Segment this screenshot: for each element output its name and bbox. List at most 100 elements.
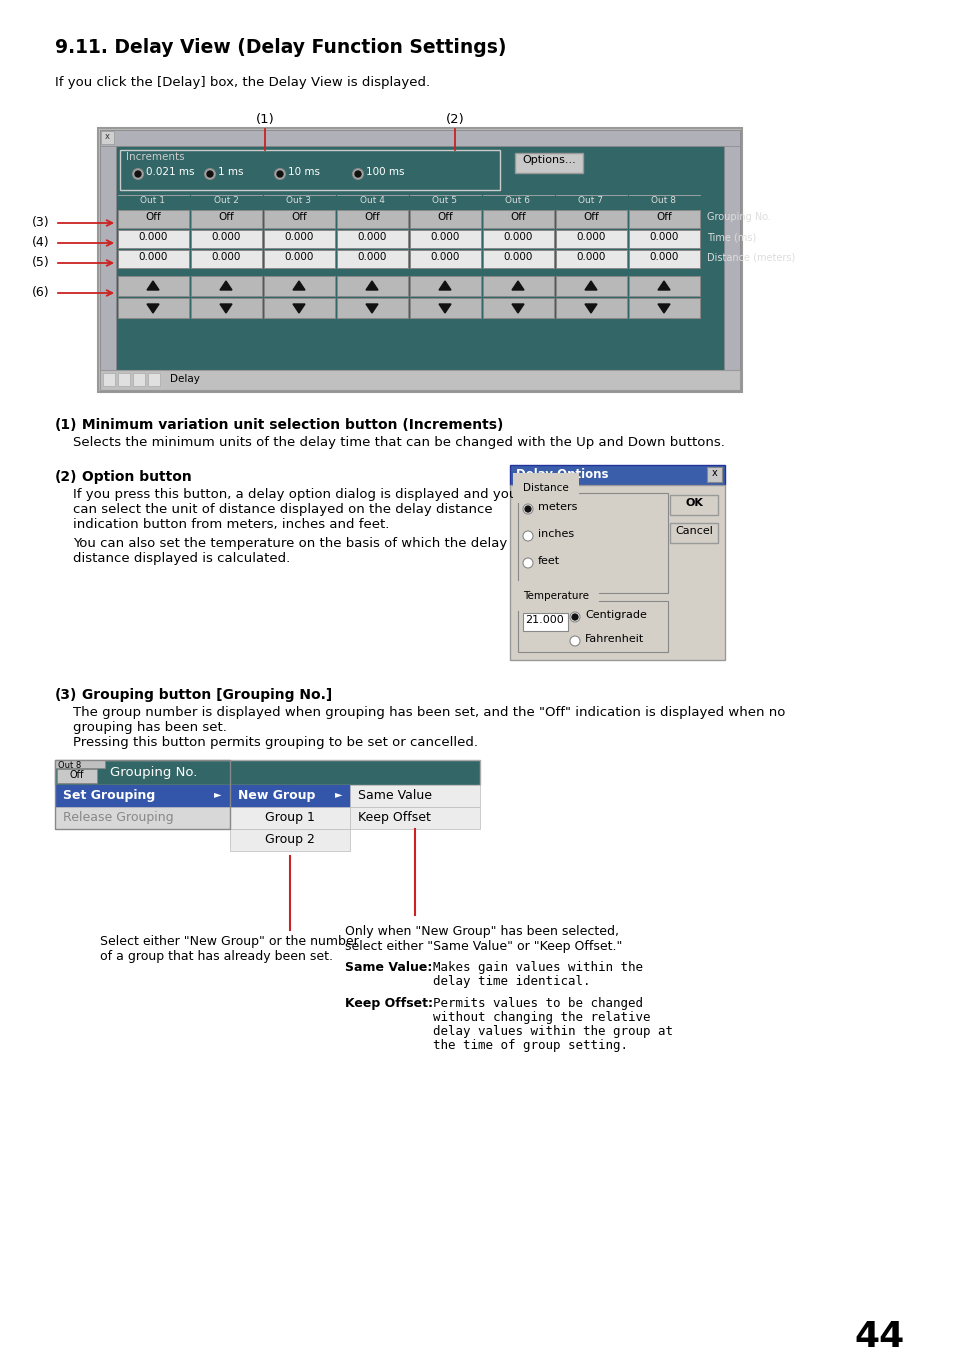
Circle shape xyxy=(274,169,285,180)
FancyBboxPatch shape xyxy=(628,299,700,317)
Circle shape xyxy=(522,504,533,513)
FancyBboxPatch shape xyxy=(230,830,350,851)
FancyBboxPatch shape xyxy=(191,230,262,249)
Text: Temperature: Temperature xyxy=(522,590,588,601)
Text: 0.021 ms: 0.021 ms xyxy=(146,168,194,177)
Text: Increments: Increments xyxy=(126,153,185,162)
Polygon shape xyxy=(147,304,159,313)
Text: 0.000: 0.000 xyxy=(212,232,240,242)
Text: Off: Off xyxy=(436,212,453,222)
Text: indication button from meters, inches and feet.: indication button from meters, inches an… xyxy=(73,517,389,531)
Text: 0.000: 0.000 xyxy=(138,253,168,262)
FancyBboxPatch shape xyxy=(57,769,97,784)
Text: Cancel: Cancel xyxy=(675,526,712,536)
Text: 0.000: 0.000 xyxy=(284,232,314,242)
FancyBboxPatch shape xyxy=(510,485,724,661)
Circle shape xyxy=(572,613,578,620)
Text: Off: Off xyxy=(291,212,307,222)
FancyBboxPatch shape xyxy=(336,250,408,267)
Text: Options...: Options... xyxy=(521,155,576,165)
Text: (6): (6) xyxy=(32,286,50,299)
Text: Delay Options: Delay Options xyxy=(516,467,608,481)
FancyBboxPatch shape xyxy=(55,761,479,785)
Text: (2): (2) xyxy=(55,470,77,484)
Polygon shape xyxy=(293,281,305,290)
FancyBboxPatch shape xyxy=(264,209,335,228)
Polygon shape xyxy=(220,281,232,290)
Text: Grouping No.: Grouping No. xyxy=(110,766,197,780)
Text: If you press this button, a delay option dialog is displayed and you: If you press this button, a delay option… xyxy=(73,488,517,501)
Text: (5): (5) xyxy=(32,255,50,269)
Text: inches: inches xyxy=(537,530,574,539)
FancyBboxPatch shape xyxy=(669,523,718,543)
Text: Same Value: Same Value xyxy=(357,789,432,802)
FancyBboxPatch shape xyxy=(410,299,480,317)
FancyBboxPatch shape xyxy=(100,130,116,390)
FancyBboxPatch shape xyxy=(706,467,721,482)
Text: (4): (4) xyxy=(32,236,50,249)
FancyBboxPatch shape xyxy=(515,153,582,173)
Text: Release Grouping: Release Grouping xyxy=(63,811,173,824)
FancyBboxPatch shape xyxy=(118,230,189,249)
FancyBboxPatch shape xyxy=(100,370,740,390)
Polygon shape xyxy=(366,281,377,290)
Text: grouping has been set.: grouping has been set. xyxy=(73,721,227,734)
Text: 21.000: 21.000 xyxy=(525,615,564,626)
FancyBboxPatch shape xyxy=(522,613,567,631)
Circle shape xyxy=(522,531,533,540)
FancyBboxPatch shape xyxy=(230,785,350,807)
Text: Keep Offset: Keep Offset xyxy=(357,811,431,824)
Polygon shape xyxy=(512,304,523,313)
Text: Select either "New Group" or the number: Select either "New Group" or the number xyxy=(100,935,358,948)
Text: Out 8: Out 8 xyxy=(651,196,676,205)
Polygon shape xyxy=(658,304,669,313)
Text: The group number is displayed when grouping has been set, and the "Off" indicati: The group number is displayed when group… xyxy=(73,707,784,719)
Text: 1 ms: 1 ms xyxy=(218,168,243,177)
Circle shape xyxy=(352,169,363,180)
Text: without changing the relative: without changing the relative xyxy=(433,1011,650,1024)
Text: x: x xyxy=(711,467,717,478)
Text: Off: Off xyxy=(218,212,233,222)
Text: Keep Offset:: Keep Offset: xyxy=(345,997,433,1011)
Text: Out 1: Out 1 xyxy=(140,196,165,205)
FancyBboxPatch shape xyxy=(336,276,408,296)
Text: Out 2: Out 2 xyxy=(213,196,238,205)
Text: Fahrenheit: Fahrenheit xyxy=(584,634,643,644)
FancyBboxPatch shape xyxy=(482,250,554,267)
Text: 0.000: 0.000 xyxy=(138,232,168,242)
Text: Selects the minimum units of the delay time that can be changed with the Up and : Selects the minimum units of the delay t… xyxy=(73,436,724,449)
FancyBboxPatch shape xyxy=(628,250,700,267)
Circle shape xyxy=(569,636,579,646)
Text: Set Grouping: Set Grouping xyxy=(63,789,155,802)
FancyBboxPatch shape xyxy=(101,131,113,145)
Text: (1): (1) xyxy=(255,113,274,126)
FancyBboxPatch shape xyxy=(100,130,740,390)
Text: 0.000: 0.000 xyxy=(430,253,459,262)
Polygon shape xyxy=(438,281,451,290)
Text: New Group: New Group xyxy=(237,789,315,802)
Text: 0.000: 0.000 xyxy=(284,253,314,262)
FancyBboxPatch shape xyxy=(410,230,480,249)
Text: Out 7: Out 7 xyxy=(578,196,603,205)
Circle shape xyxy=(135,172,141,177)
FancyBboxPatch shape xyxy=(118,250,189,267)
FancyBboxPatch shape xyxy=(628,209,700,228)
FancyBboxPatch shape xyxy=(120,150,499,190)
Text: Out 8: Out 8 xyxy=(58,761,81,770)
FancyBboxPatch shape xyxy=(55,785,230,807)
Circle shape xyxy=(522,558,533,567)
Text: Option button: Option button xyxy=(77,470,192,484)
Text: Out 6: Out 6 xyxy=(505,196,530,205)
Text: Same Value:: Same Value: xyxy=(345,961,432,974)
Text: Only when "New Group" has been selected,: Only when "New Group" has been selected, xyxy=(345,925,618,938)
Text: 0.000: 0.000 xyxy=(430,232,459,242)
FancyBboxPatch shape xyxy=(556,299,626,317)
Text: 0.000: 0.000 xyxy=(503,232,532,242)
FancyBboxPatch shape xyxy=(264,230,335,249)
Polygon shape xyxy=(147,281,159,290)
Text: 9.11. Delay View (Delay Function Settings): 9.11. Delay View (Delay Function Setting… xyxy=(55,38,506,57)
Text: distance displayed is calculated.: distance displayed is calculated. xyxy=(73,553,290,565)
Circle shape xyxy=(569,612,579,621)
FancyBboxPatch shape xyxy=(264,250,335,267)
FancyBboxPatch shape xyxy=(410,276,480,296)
